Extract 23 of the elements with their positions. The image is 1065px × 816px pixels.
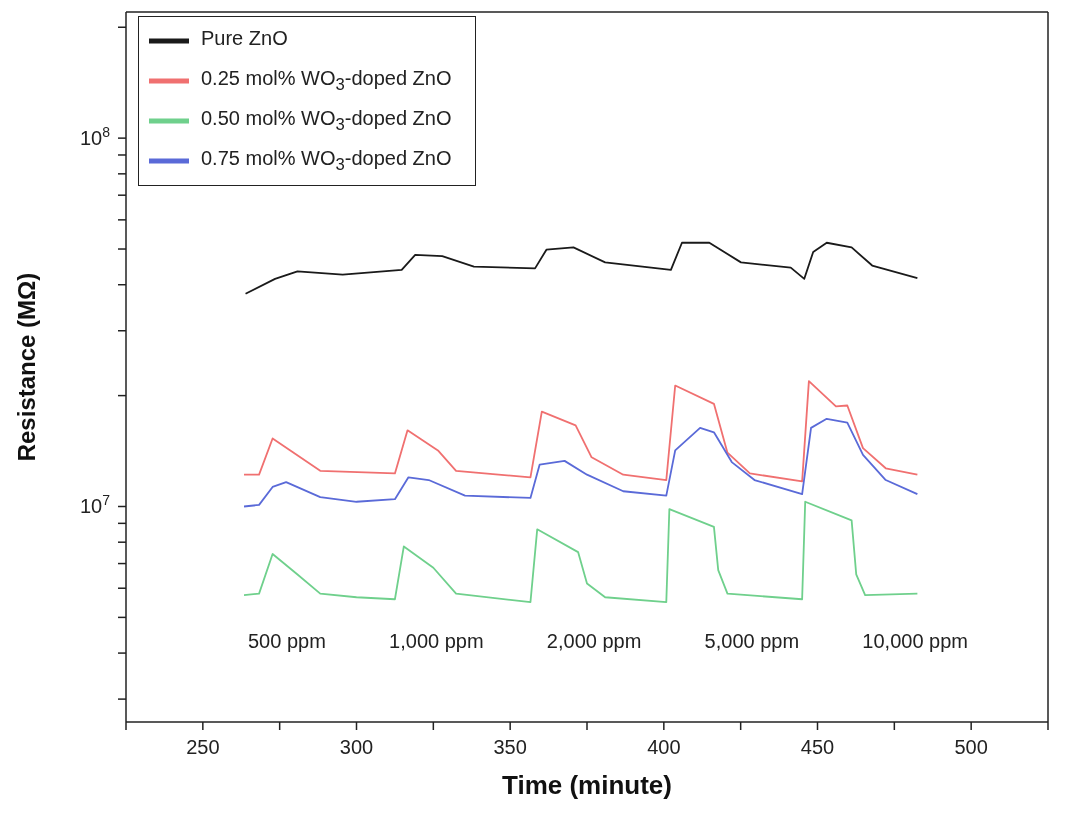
line-series [243,417,919,508]
x-tick-label: 450 [800,736,835,758]
legend-label: 0.25 mol% WO$_{3}$-doped ZnO [201,66,452,94]
x-axis-title: Time (minute) [502,770,672,800]
legend-label: Pure ZnO [201,26,288,49]
y-tick-label: 10$^{7}$ [79,492,111,518]
x-tick-label: 300 [339,736,374,758]
x-tick-label: 400 [647,736,681,758]
y-tick-label: 10$^{8}$ [79,124,111,150]
legend-label: 0.75 mol% WO$_{3}$-doped ZnO [201,146,452,174]
annotation: 10,000 ppm [862,630,968,653]
annotation: 1,000 ppm [389,630,484,653]
annotation: 500 ppm [248,630,326,653]
line-series [243,380,919,483]
line-series [244,241,919,295]
legend-label: 0.50 mol% WO$_{3}$-doped ZnO [201,106,452,134]
line-series [243,500,919,604]
annotation: 2,000 ppm [546,630,642,653]
x-tick-label: 250 [186,736,220,758]
x-tick-label: 500 [954,736,988,758]
y-axis-title: Resistance (MΩ) [12,272,40,462]
x-tick-label: 350 [493,736,527,758]
annotation: 5,000 ppm [704,630,800,653]
